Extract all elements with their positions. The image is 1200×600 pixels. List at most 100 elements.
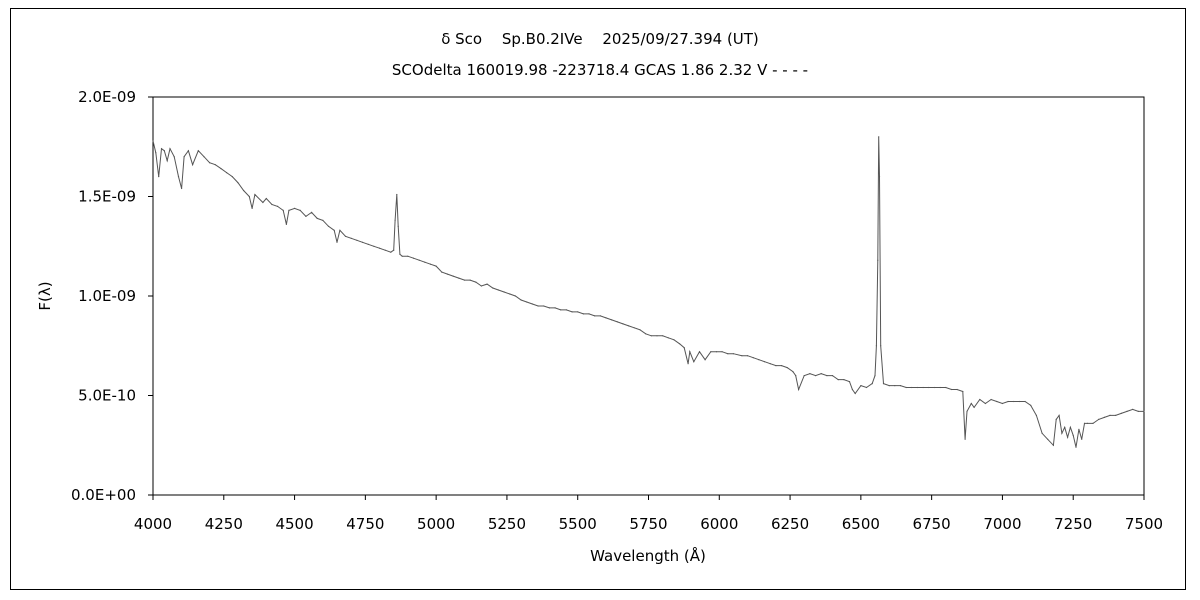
data-point [497, 289, 499, 291]
data-point [407, 255, 409, 257]
x-tick-label: 5000 [417, 515, 455, 533]
data-point [611, 319, 613, 321]
data-point [732, 353, 735, 355]
x-tick-label: 6000 [700, 515, 738, 533]
x-tick-label: 4500 [275, 515, 313, 533]
data-point [248, 195, 250, 198]
data-point [526, 301, 528, 303]
data-point [424, 261, 426, 263]
data-point [350, 237, 352, 239]
data-point [673, 339, 675, 341]
data-point [548, 307, 551, 309]
data-point [871, 383, 873, 385]
data-point [412, 257, 415, 259]
data-point [543, 305, 545, 307]
data-point [316, 217, 318, 219]
data-point [158, 176, 160, 178]
data-point [155, 152, 157, 154]
data-point [446, 273, 449, 275]
data-point [721, 351, 723, 353]
data-point [435, 265, 437, 267]
data-point [1109, 414, 1111, 416]
data-point [1115, 414, 1117, 416]
y-tick-label: 5.0E-10 [78, 387, 136, 405]
data-point [826, 375, 828, 377]
chart-title: δ Sco Sp.B0.2IVe 2025/09/27.394 (UT) [441, 30, 759, 48]
data-point [503, 291, 505, 293]
data-point [571, 311, 573, 313]
data-point [704, 359, 706, 361]
data-point [848, 381, 851, 383]
data-point [878, 176, 881, 178]
spectrum-line [152, 136, 1144, 448]
data-point [956, 388, 958, 391]
data-point [781, 365, 783, 367]
data-point [560, 309, 562, 311]
data-point [169, 148, 171, 150]
y-tick-label: 2.0E-09 [78, 88, 136, 106]
data-point [1047, 438, 1049, 440]
data-point [209, 162, 211, 164]
data-point [964, 438, 966, 440]
data-point [798, 388, 800, 391]
data-point [888, 385, 890, 387]
data-point [243, 189, 245, 192]
data-point [854, 392, 856, 395]
data-point [809, 373, 811, 375]
data-point [599, 315, 602, 317]
data-point [689, 351, 691, 353]
data-point [336, 241, 338, 243]
data-point [667, 337, 669, 339]
x-tick-label: 6500 [842, 515, 880, 533]
data-point [277, 205, 279, 207]
data-point [843, 379, 845, 381]
data-point [262, 201, 264, 204]
y-tick-label: 0.0E+00 [71, 486, 136, 504]
data-point [582, 313, 585, 315]
data-point [1018, 400, 1021, 403]
data-point [966, 410, 968, 412]
plot-area [152, 96, 1145, 496]
x-tick-label: 4000 [134, 515, 172, 533]
data-point [333, 229, 335, 231]
x-tick-label: 7250 [1054, 515, 1092, 533]
data-point [1092, 422, 1094, 424]
data-point [565, 309, 568, 311]
data-point [390, 251, 392, 253]
data-point [1143, 410, 1145, 412]
data-point [520, 299, 522, 301]
data-point [683, 347, 685, 349]
data-point [628, 325, 630, 327]
data-point [650, 335, 652, 337]
data-point [285, 223, 287, 225]
data-point [820, 373, 822, 375]
x-tick-label: 5250 [488, 515, 526, 533]
x-tick-label: 7500 [1125, 515, 1163, 533]
data-point [616, 321, 619, 323]
data-point [265, 197, 267, 200]
data-point [979, 398, 981, 401]
data-point [775, 365, 777, 367]
data-point [399, 253, 401, 255]
y-tick-label: 1.0E-09 [78, 287, 136, 305]
data-point [905, 386, 907, 389]
data-point [271, 203, 273, 206]
data-point [452, 275, 454, 277]
data-point [1069, 426, 1071, 428]
series-layer [152, 136, 1145, 448]
chart-subtitle: SCOdelta 160019.98 -223718.4 GCAS 1.86 2… [392, 61, 808, 79]
data-point [251, 207, 253, 209]
data-point [1055, 418, 1057, 420]
data-point [554, 307, 556, 309]
data-point [962, 390, 964, 393]
data-point [531, 303, 534, 305]
data-point [875, 345, 878, 347]
data-point [173, 156, 175, 158]
x-tick-label: 4250 [205, 515, 243, 533]
data-point [950, 388, 953, 391]
data-point [594, 315, 596, 317]
x-axis: 4000 4250 4500 4750 5000 5250 5500 5750 6000 6250… [134, 495, 1163, 533]
data-point [633, 327, 635, 329]
data-point [463, 279, 466, 281]
data-point [441, 271, 443, 273]
